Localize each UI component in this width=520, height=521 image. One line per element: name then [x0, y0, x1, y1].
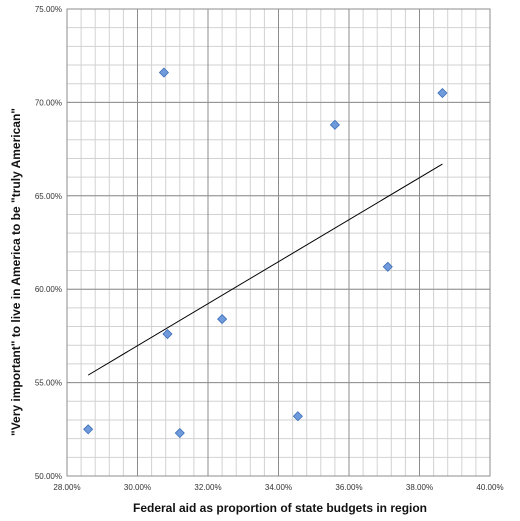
- data-point: [158, 67, 170, 78]
- y-tick-label: 55.00%: [35, 379, 62, 388]
- x-tick-label: 30.00%: [124, 483, 151, 492]
- data-point: [217, 314, 228, 325]
- data-point: [83, 424, 94, 435]
- data-point: [292, 411, 303, 422]
- y-axis-ticks: 50.00% 55.00% 60.00% 65.00% 70.00% 75.00%: [35, 5, 62, 481]
- trendline-group: [87, 163, 443, 376]
- plot-border: [66, 8, 491, 477]
- x-tick-label: 34.00%: [265, 483, 292, 492]
- y-tick-label: 75.00%: [35, 5, 62, 14]
- x-tick-label: 40.00%: [476, 483, 503, 492]
- x-axis-title: Federal aid as proportion of state budge…: [133, 501, 427, 515]
- data-point: [174, 427, 185, 439]
- y-tick-label: 60.00%: [35, 285, 62, 294]
- grid: [66, 8, 491, 477]
- y-axis-title: "Very important" to live in America to b…: [9, 108, 23, 436]
- x-tick-label: 36.00%: [335, 483, 362, 492]
- x-tick-label: 32.00%: [194, 483, 221, 492]
- y-tick-label: 50.00%: [35, 472, 62, 481]
- x-axis-ticks: 28.00% 30.00% 32.00% 34.00% 36.00% 38.00% 40.0…: [53, 483, 503, 492]
- x-tick-label: 28.00%: [53, 483, 80, 492]
- x-tick-label: 38.00%: [406, 483, 433, 492]
- y-tick-label: 70.00%: [35, 98, 62, 107]
- data-point: [162, 328, 173, 340]
- data-points: [83, 67, 448, 439]
- trendline: [87, 163, 443, 376]
- y-tick-label: 65.00%: [35, 192, 62, 201]
- data-point: [329, 119, 340, 130]
- data-point: [382, 261, 393, 272]
- data-point: [437, 87, 448, 99]
